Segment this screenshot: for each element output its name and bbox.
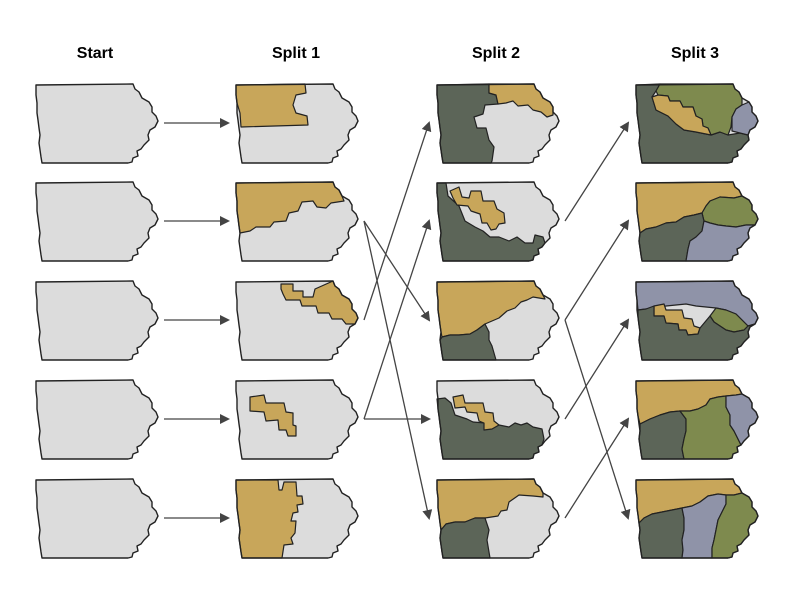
district-map-col3-row4 — [635, 478, 759, 559]
split-arrow — [564, 121, 630, 222]
district-map-col1-row0 — [235, 83, 359, 164]
column-title-split-3: Split 3 — [671, 45, 719, 62]
map-base — [36, 479, 158, 558]
state-outline — [235, 478, 359, 559]
split-arrow — [564, 319, 631, 520]
district-region-gold — [249, 394, 297, 437]
state-outline — [35, 478, 159, 559]
state-outline — [635, 83, 759, 164]
state-outline — [635, 379, 759, 460]
district-map-col3-row2 — [635, 280, 759, 361]
state-outline — [635, 280, 759, 361]
column-title-start: Start — [77, 45, 114, 62]
district-map-col0-row3 — [35, 379, 159, 460]
district-map-col0-row1 — [35, 181, 159, 262]
district-map-col0-row0 — [35, 83, 159, 164]
district-map-col1-row3 — [235, 379, 359, 460]
district-map-col2-row3 — [436, 379, 560, 460]
district-map-col2-row4 — [436, 478, 560, 559]
map-base — [36, 84, 158, 163]
state-outline — [235, 379, 359, 460]
district-map-col3-row3 — [635, 379, 759, 460]
district-region-gold — [651, 94, 712, 136]
split-arrow — [363, 121, 432, 321]
state-outline — [635, 478, 759, 559]
state-outline — [35, 83, 159, 164]
split-arrow — [363, 220, 431, 322]
map-base — [236, 380, 358, 459]
state-outline — [235, 83, 359, 164]
district-map-col3-row0 — [635, 83, 759, 164]
state-outline — [436, 181, 560, 262]
split-arrow — [363, 219, 432, 420]
split-arrow — [564, 318, 630, 420]
district-map-col1-row1 — [235, 181, 359, 262]
district-map-col2-row2 — [436, 280, 560, 361]
state-outline — [436, 280, 560, 361]
state-outline — [235, 181, 359, 262]
map-base — [36, 281, 158, 360]
district-region-dark — [439, 517, 491, 559]
district-map-col1-row2 — [235, 280, 359, 361]
state-outline — [235, 280, 359, 361]
split-arrow — [564, 219, 630, 321]
district-map-col0-row4 — [35, 478, 159, 559]
state-outline — [436, 379, 560, 460]
district-region-gold — [449, 186, 506, 231]
arrows-layer — [164, 118, 631, 523]
column-title-split-1: Split 1 — [272, 45, 320, 62]
split-arrow — [564, 417, 630, 519]
state-outline — [35, 280, 159, 361]
district-map-col1-row4 — [235, 478, 359, 559]
state-outline — [436, 478, 560, 559]
district-map-col3-row1 — [635, 181, 759, 262]
district-map-col2-row1 — [436, 181, 560, 262]
column-title-split-2: Split 2 — [472, 45, 520, 62]
district-region-gold — [452, 394, 500, 431]
district-map-col0-row2 — [35, 280, 159, 361]
map-base — [36, 182, 158, 261]
map-base — [36, 380, 158, 459]
district-map-col2-row0 — [436, 83, 560, 164]
state-outline — [35, 181, 159, 262]
state-outline — [635, 181, 759, 262]
maps-layer — [35, 83, 759, 559]
state-outline — [35, 379, 159, 460]
state-outline — [436, 83, 560, 164]
split-arrow — [363, 220, 433, 520]
